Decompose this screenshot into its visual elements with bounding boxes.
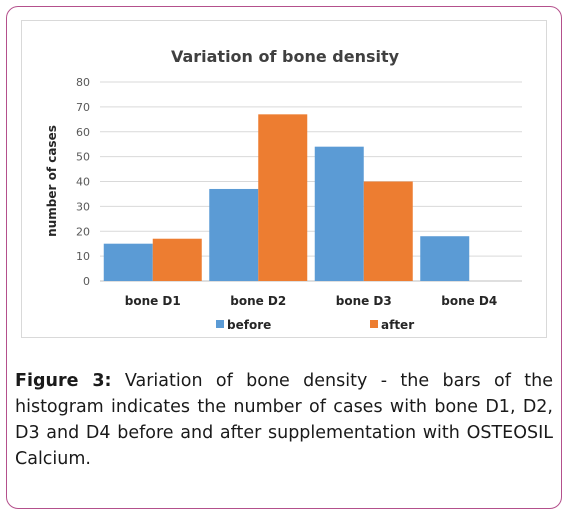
x-tick-labels: bone D1 bone D2 bone D3 bone D4 — [125, 294, 498, 308]
figure-caption: Figure 3: Variation of bone density - th… — [15, 368, 553, 472]
y-tick-label: 30 — [76, 200, 90, 213]
y-tick-label: 20 — [76, 225, 90, 238]
bar-before-2 — [209, 188, 259, 281]
figure-frame — [6, 6, 562, 509]
x-tick-label: bone D4 — [441, 294, 497, 308]
y-tick-label: 50 — [76, 151, 90, 164]
legend: before after — [216, 318, 414, 332]
chart-title: Variation of bone density — [171, 47, 400, 66]
legend-swatch-after — [370, 320, 378, 328]
bars — [103, 114, 470, 282]
bar-before-4 — [420, 236, 470, 281]
legend-label-before: before — [227, 318, 271, 332]
caption-text: Variation of bone density - the bars of … — [15, 371, 553, 469]
y-tick-label: 0 — [83, 275, 90, 288]
x-tick-label: bone D1 — [125, 294, 181, 308]
bar-before-3 — [314, 146, 364, 281]
y-tick-label: 10 — [76, 250, 90, 263]
y-tick-label: 70 — [76, 101, 90, 114]
y-tick-label: 40 — [76, 176, 90, 189]
bar-after-3 — [363, 181, 413, 281]
caption-label: Figure 3: — [15, 371, 112, 391]
y-tick-label: 60 — [76, 126, 90, 139]
bar-after-1 — [152, 238, 202, 281]
bar-after-2 — [258, 114, 308, 282]
legend-swatch-before — [216, 320, 224, 328]
y-axis-label: number of cases — [45, 125, 59, 237]
y-tick-label: 80 — [76, 76, 90, 89]
y-tick-labels: 0 10 20 30 40 50 60 70 80 — [76, 76, 90, 288]
x-tick-label: bone D2 — [230, 294, 286, 308]
legend-label-after: after — [381, 318, 414, 332]
bar-before-1 — [103, 243, 153, 281]
chart-container — [21, 20, 547, 338]
x-tick-label: bone D3 — [336, 294, 392, 308]
